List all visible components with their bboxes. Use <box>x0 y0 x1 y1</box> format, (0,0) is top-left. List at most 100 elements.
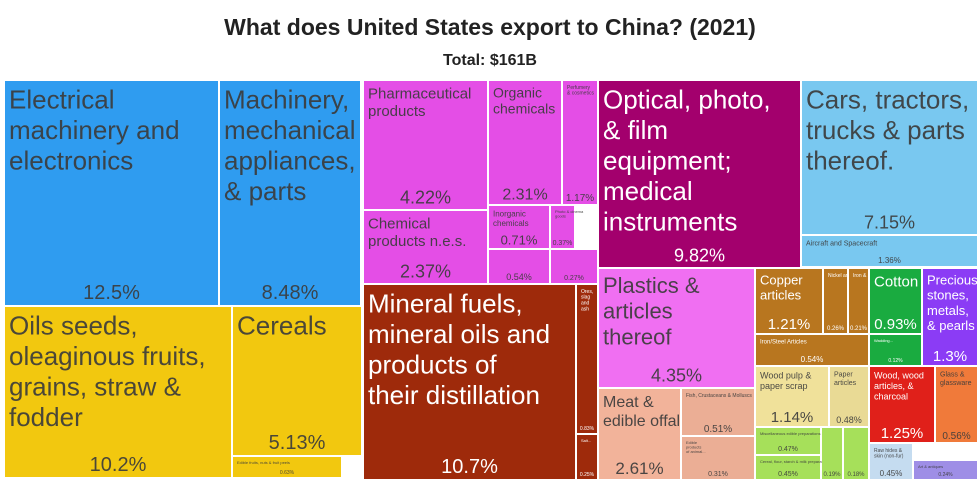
tile-rect <box>489 81 561 204</box>
treemap-tile: Art & antiques 0.24% <box>914 461 977 479</box>
tile-rect <box>870 269 921 333</box>
tile-value: 2.31% <box>502 186 547 203</box>
tile-label: Edible products of animal... <box>686 440 706 454</box>
tile-label: Paper articles <box>834 372 857 387</box>
treemap-tile: 0.27% <box>551 250 597 283</box>
tile-label: Salt... <box>581 438 591 443</box>
tile-value: 0.93% <box>874 316 917 333</box>
tile-rect <box>870 444 912 479</box>
tile-rect <box>923 269 977 365</box>
treemap-tile: Wood, wood articles, & charcoal 1.25% <box>870 367 934 442</box>
tile-value: 1.25% <box>881 425 924 442</box>
tile-label: Copper articles <box>760 272 803 302</box>
tile-rect <box>364 211 487 283</box>
tile-rect <box>599 269 754 387</box>
tile-rect <box>5 81 218 305</box>
tile-rect <box>830 367 868 426</box>
tile-rect <box>577 285 597 433</box>
tile-rect <box>364 81 487 209</box>
tile-value: 0.31% <box>708 471 728 478</box>
tile-value: 1.21% <box>768 316 811 333</box>
tile-value: 0.21% <box>850 326 868 332</box>
tile-value: 1.14% <box>771 409 814 426</box>
tile-rect <box>822 428 842 479</box>
tile-label: Perfumery & cosmetics <box>567 85 594 97</box>
tile-label: Art & antiques <box>918 464 943 469</box>
tile-rect <box>844 428 868 479</box>
tile-value: 10.7% <box>441 456 498 478</box>
tile-rect <box>364 285 575 479</box>
treemap-tile: Aircraft and Spacecraft 1.36% <box>802 236 977 266</box>
treemap-tile: Iron & steel 0.21% <box>849 269 878 333</box>
tile-value: 0.18% <box>847 472 865 478</box>
tile-value: 1.36% <box>878 256 901 265</box>
tile-label: Cereal, flour, starch & milk preparation… <box>760 459 830 464</box>
tile-label: Iron & steel <box>853 273 878 279</box>
tile-value: 4.22% <box>400 188 451 208</box>
tile-value: 0.26% <box>827 326 845 332</box>
treemap-tile: Mineral fuels, mineral oils and products o… <box>364 285 575 479</box>
tile-rect <box>802 236 977 266</box>
treemap-tile: Oils seeds, oleaginous fruits, grains, str… <box>5 307 231 477</box>
tile-label: Electrical machinery and electronics <box>9 85 180 176</box>
treemap-tile: Cereals 5.13% <box>233 307 361 455</box>
tile-value: 0.12% <box>888 358 903 364</box>
treemap-tile: Inorganic chemicals 0.71% <box>489 206 549 248</box>
tile-rect <box>233 307 361 455</box>
treemap-tile: Ores, slag and ash 0.83% <box>577 285 597 433</box>
tile-rect <box>870 367 934 442</box>
tile-label: Pharmaceutical products <box>368 85 471 120</box>
tile-label: Cotton <box>874 273 918 290</box>
tile-rect <box>682 437 754 479</box>
tile-rect <box>756 367 828 426</box>
tile-label: Machinery, mechanical appliances, & parts <box>224 85 356 206</box>
tile-rect <box>233 457 341 477</box>
treemap-tile: Fish, Crustaceans & Molluscs 0.51% <box>682 389 754 435</box>
tile-rect <box>756 269 822 333</box>
tile-label: Wood, wood articles, & charcoal <box>874 371 924 402</box>
tile-rect <box>551 206 574 248</box>
tile-label: Organic chemicals <box>493 84 555 116</box>
tile-value: 0.47% <box>778 446 798 453</box>
tile-value: 1.17% <box>566 193 594 204</box>
tile-rect <box>936 367 977 442</box>
tile-label: Chemical products n.e.s. <box>368 215 466 250</box>
tile-rect <box>5 307 231 477</box>
tile-value: 0.24% <box>938 472 953 478</box>
tile-label: Plastics & articles thereof <box>603 273 700 349</box>
tile-value: 10.2% <box>90 454 147 476</box>
tile-rect <box>682 389 754 435</box>
tile-label: Meat & edible offal <box>603 394 680 430</box>
tile-label: Cars, tractors, trucks & parts thereof. <box>806 85 969 176</box>
tile-rect <box>220 81 360 305</box>
treemap-tile: Edible fruits, nuts & fruit peels 0.63% <box>233 457 341 477</box>
treemap-tile: Nickel articles 0.26% <box>824 269 859 333</box>
tile-value: 0.71% <box>501 232 538 247</box>
tile-value: 2.61% <box>615 459 663 478</box>
treemap-tile: Optical, photo, & film equipment; medical in… <box>599 81 800 267</box>
tile-rect <box>849 269 868 333</box>
tile-value: 0.63% <box>280 470 295 476</box>
tile-value: 0.54% <box>506 272 532 282</box>
tile-label: Aircraft and Spacecraft <box>806 241 877 248</box>
treemap-tile: Perfumery & cosmetics 1.17% <box>563 81 597 204</box>
tile-value: 0.27% <box>564 275 584 282</box>
tile-value: 0.19% <box>823 472 841 478</box>
tile-value: 0.48% <box>836 415 862 425</box>
tile-label: Photo & cinema goods <box>555 209 584 219</box>
treemap-tile: Precious stones, metals, & pearls 1.3% <box>923 269 978 365</box>
tile-label: Wood pulp & paper scrap <box>760 371 811 392</box>
tile-rect <box>802 81 977 234</box>
tile-label: Oils seeds, oleaginous fruits, grains, str… <box>9 311 206 432</box>
tile-rect <box>489 206 549 248</box>
tile-label: Fish, Crustaceans & Molluscs <box>686 393 752 399</box>
tile-rect <box>870 335 921 365</box>
chart-title: What does United States export to China?… <box>224 14 756 40</box>
tile-label: Nickel articles <box>828 273 859 279</box>
tile-value: 4.35% <box>651 366 702 386</box>
treemap-tile: 0.18% <box>844 428 868 479</box>
tile-rect <box>756 335 868 365</box>
treemap-tile: Plastics & articles thereof 4.35% <box>599 269 754 387</box>
tile-label: Inorganic chemicals <box>493 210 529 228</box>
